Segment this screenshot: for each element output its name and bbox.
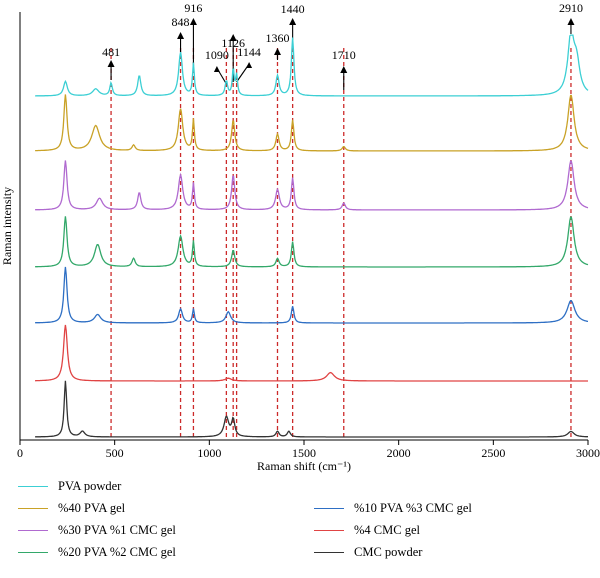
legend-label-20-pva-2-cmc-gel: %20 PVA %2 CMC gel [58, 544, 176, 559]
annotation-arrowhead [246, 62, 253, 68]
series-line-1 [35, 94, 589, 152]
legend-swatch-10-pva-3-cmc-gel [314, 507, 344, 509]
x-axis-label: Raman shift (cm⁻¹) [257, 459, 351, 473]
legend-swatch-pva-powder [18, 485, 48, 487]
legend: PVA powder %40 PVA gel %30 PVA %1 CMC ge… [18, 476, 598, 576]
x-tick-label: 2000 [387, 446, 411, 460]
annotation-arrowhead [213, 66, 220, 72]
series-line-6 [35, 380, 588, 438]
legend-label-40-pva-gel: %40 PVA gel [58, 500, 126, 515]
annotation-1440: 1440 [281, 2, 305, 40]
legend-label-cmc-powder: CMC powder [354, 544, 423, 559]
annotation-1126: 1126 [221, 34, 245, 82]
legend-swatch-4-cmc-gel [314, 529, 344, 531]
x-tick-label: 1500 [292, 446, 316, 460]
x-tick-label: 2500 [481, 446, 505, 460]
legend-item-4-cmc-gel: %4 CMC gel [314, 520, 420, 540]
legend-swatch-30-pva-1-cmc-gel [18, 529, 48, 531]
legend-item-cmc-powder: CMC powder [314, 542, 422, 562]
legend-swatch-20-pva-2-cmc-gel [18, 551, 48, 553]
legend-item-40-pva-gel: %40 PVA gel [18, 498, 125, 518]
annotation-label: 1090 [205, 48, 229, 62]
annotation-916: 916 [184, 1, 202, 70]
annotation-label: 1440 [281, 2, 305, 16]
x-ticks: 0 500 1000 1500 2000 2500 3000 [17, 440, 600, 460]
annotation-2910: 2910 [559, 1, 583, 34]
y-axis-label: Raman intensity [0, 187, 14, 265]
annotation-label: 1360 [265, 31, 289, 45]
legend-label-pva-powder: PVA powder [58, 478, 122, 493]
x-tick-label: 1000 [197, 446, 221, 460]
annotation-arrowhead [107, 60, 115, 67]
annotation-arrowhead [229, 34, 237, 41]
x-tick-label: 500 [106, 446, 124, 460]
legend-swatch-40-pva-gel [18, 507, 48, 509]
annotation-arrowhead [177, 32, 185, 39]
annotation-label: 848 [172, 15, 190, 29]
legend-item-20-pva-2-cmc-gel: %20 PVA %2 CMC gel [18, 542, 176, 562]
x-tick-label: 0 [17, 446, 23, 460]
legend-label-10-pva-3-cmc-gel: %10 PVA %3 CMC gel [354, 500, 472, 515]
annotation-1360: 1360 [265, 31, 289, 60]
annotation-arrowhead [273, 48, 281, 55]
annotation-arrowhead [189, 18, 197, 25]
annotation-arrowhead [567, 18, 575, 25]
annotation-label: 916 [184, 1, 202, 15]
legend-item-10-pva-3-cmc-gel: %10 PVA %3 CMC gel [314, 498, 472, 518]
legend-item-30-pva-1-cmc-gel: %30 PVA %1 CMC gel [18, 520, 176, 540]
annotation-label: 1710 [332, 48, 356, 62]
annotation-848: 848 [172, 15, 190, 56]
series-line-0 [35, 34, 589, 97]
annotation-label: 1126 [221, 36, 245, 50]
series-line-3 [35, 216, 589, 268]
annotation-481: 481 [102, 45, 120, 80]
legend-swatch-cmc-powder [314, 551, 344, 553]
legend-label-4-cmc-gel: %4 CMC gel [354, 522, 420, 537]
series-line-5 [35, 324, 588, 382]
annotation-1090: 1090 [205, 48, 229, 85]
annotation-arrowhead [340, 66, 348, 73]
annotation-label: 2910 [559, 1, 583, 15]
series-line-4 [35, 266, 589, 324]
annotation-1144: 1144 [236, 45, 261, 83]
series-line-2 [35, 160, 589, 211]
x-tick-label: 3000 [576, 446, 600, 460]
annotation-1710: 1710 [332, 48, 356, 90]
series-lines [35, 34, 589, 438]
annotation-arrowhead [289, 18, 297, 25]
legend-label-30-pva-1-cmc-gel: %30 PVA %1 CMC gel [58, 522, 176, 537]
legend-item-pva-powder: PVA powder [18, 476, 121, 496]
axes [19, 12, 588, 441]
annotation-label: 1144 [237, 45, 261, 59]
annotation-label: 481 [102, 45, 120, 59]
